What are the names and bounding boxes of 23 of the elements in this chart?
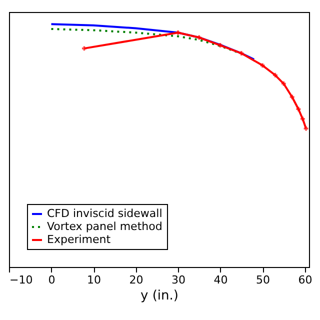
x-tick-label: 30	[172, 274, 186, 286]
point	[272, 72, 278, 78]
legend-label: Experiment	[47, 233, 112, 246]
point	[196, 35, 202, 40]
point	[304, 126, 308, 131]
point	[239, 51, 244, 56]
point	[82, 46, 86, 51]
x-tick-label: 0	[48, 274, 56, 286]
legend-label: CFD inviscid sidewall	[47, 207, 162, 220]
x-tick-label: 60	[298, 274, 312, 286]
x-axis-title: y (in.)	[140, 288, 178, 304]
point	[260, 63, 265, 68]
point	[296, 106, 301, 112]
x-tick-label: 40	[214, 274, 228, 286]
x-tick-label: −10	[10, 274, 33, 286]
point	[300, 116, 305, 122]
point	[176, 30, 180, 35]
point	[281, 81, 286, 86]
legend-label: Vortex panel method	[47, 220, 162, 233]
x-tick-label: 10	[87, 274, 102, 286]
x-tick-label: 50	[256, 274, 270, 286]
x-tick-label: 20	[129, 274, 144, 286]
point	[290, 94, 294, 100]
